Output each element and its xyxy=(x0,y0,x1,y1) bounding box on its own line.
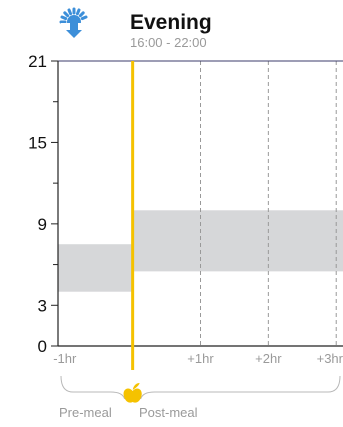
x-tick-label: +1hr xyxy=(187,351,214,366)
phase-bracket xyxy=(60,375,341,400)
y-tick-label: 21 xyxy=(28,52,47,71)
x-tick-label: +2hr xyxy=(255,351,282,366)
y-tick-label: 15 xyxy=(28,133,47,152)
x-tick-label: -1hr xyxy=(53,351,77,366)
vertical-grid xyxy=(200,61,337,346)
page-subtitle: 16:00 - 22:00 xyxy=(130,35,207,50)
y-tick-label: 0 xyxy=(38,337,47,356)
y-tick-label: 9 xyxy=(38,215,47,234)
pre-meal-target-range xyxy=(58,244,133,292)
y-tick-label: 3 xyxy=(38,296,47,315)
post-meal-label: Post-meal xyxy=(139,405,198,420)
pre-meal-label: Pre-meal xyxy=(59,405,112,420)
post-meal-target-range xyxy=(132,210,343,272)
x-tick-labels: -1hr +1hr +2hr +3hr xyxy=(53,351,343,366)
page-title: Evening xyxy=(130,11,212,34)
target-ranges xyxy=(58,210,343,292)
y-tick-labels: 0 3 9 15 21 xyxy=(28,52,58,356)
axes xyxy=(57,60,343,347)
sunset-icon xyxy=(59,7,88,38)
apple-icon xyxy=(123,383,142,403)
x-tick-label: +3hr xyxy=(317,351,343,366)
